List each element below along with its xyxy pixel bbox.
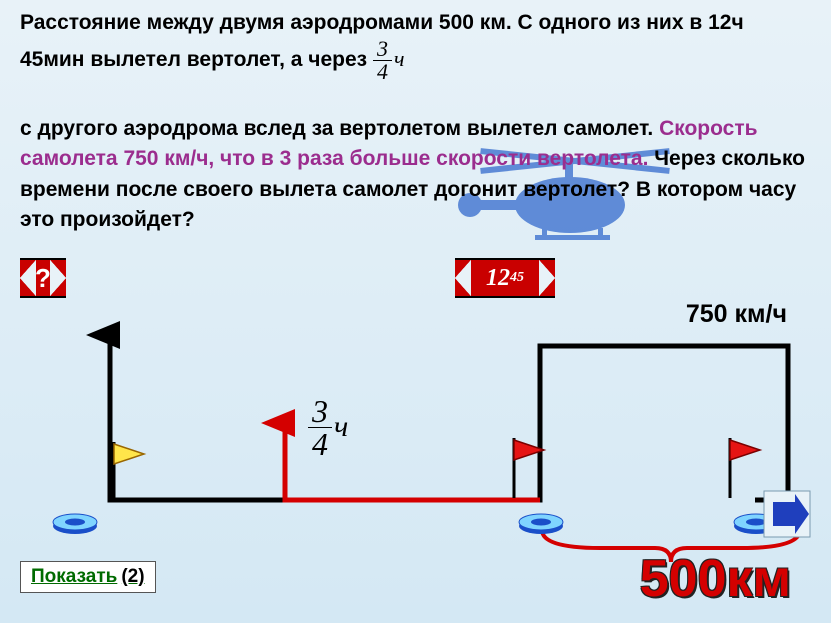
head-start-fraction: 3 4 ч (308, 395, 348, 460)
airplane-arrowhead (86, 321, 120, 349)
distance-label: 500км (640, 549, 791, 609)
helipad-mid (518, 490, 564, 536)
next-arrow-button[interactable] (763, 490, 811, 538)
helicopter-arrowhead (261, 409, 295, 437)
motion-diagram (0, 0, 831, 623)
airplane-path (110, 335, 788, 500)
helipad-left (52, 490, 98, 536)
show-button[interactable]: Показать (2) (20, 561, 156, 593)
yellow-flag-marker (110, 440, 150, 505)
